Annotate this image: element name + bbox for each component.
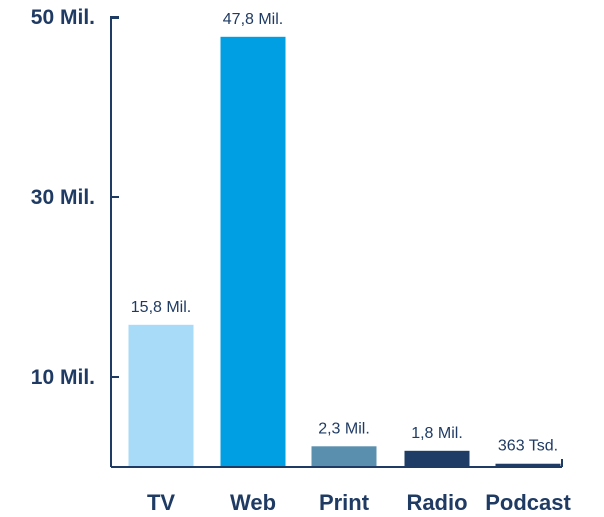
x-tick-label-web: Web <box>230 490 276 515</box>
y-tick-label-50: 50 Mil. <box>31 6 95 29</box>
bar-tv <box>128 324 194 467</box>
data-label-tv: 15,8 Mil. <box>131 299 191 316</box>
x-tick-label-podcast: Podcast <box>485 490 571 515</box>
x-tick-label-radio: Radio <box>406 490 467 515</box>
data-label-web: 47,8 Mil. <box>223 11 283 28</box>
data-label-podcast: 363 Tsd. <box>498 438 558 455</box>
x-tick-label-print: Print <box>319 490 370 515</box>
y-tick-label-10: 10 Mil. <box>31 366 95 389</box>
bar-web <box>220 36 286 468</box>
data-label-print: 2,3 Mil. <box>318 420 370 437</box>
x-tick-label-tv: TV <box>147 490 175 515</box>
y-tick-label-30: 30 Mil. <box>31 186 95 209</box>
data-label-radio: 1,8 Mil. <box>411 425 463 442</box>
bar-print <box>311 446 377 467</box>
bar-radio <box>404 450 470 467</box>
bar-podcast <box>495 463 561 467</box>
